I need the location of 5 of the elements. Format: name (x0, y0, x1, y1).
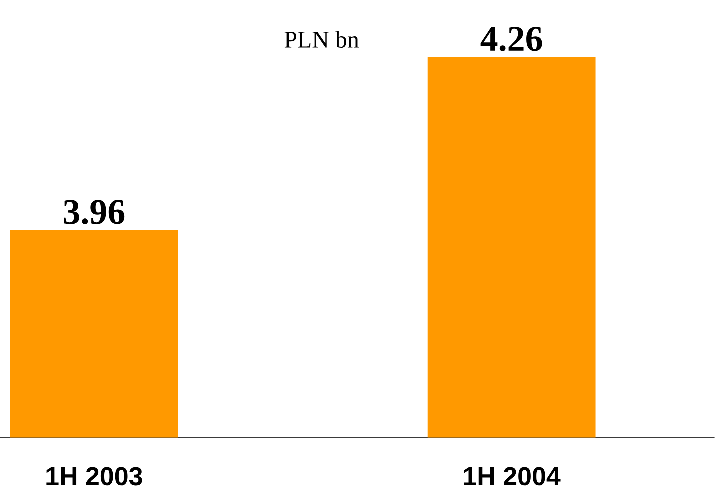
x-tick-label: 1H 2004 (464, 467, 561, 486)
x-tick-label: 1H 2003 (46, 467, 142, 486)
data-label: 3.96 (64, 200, 125, 225)
data-label: 4.26 (480, 27, 542, 52)
chart-title: PLN bn (284, 31, 360, 48)
